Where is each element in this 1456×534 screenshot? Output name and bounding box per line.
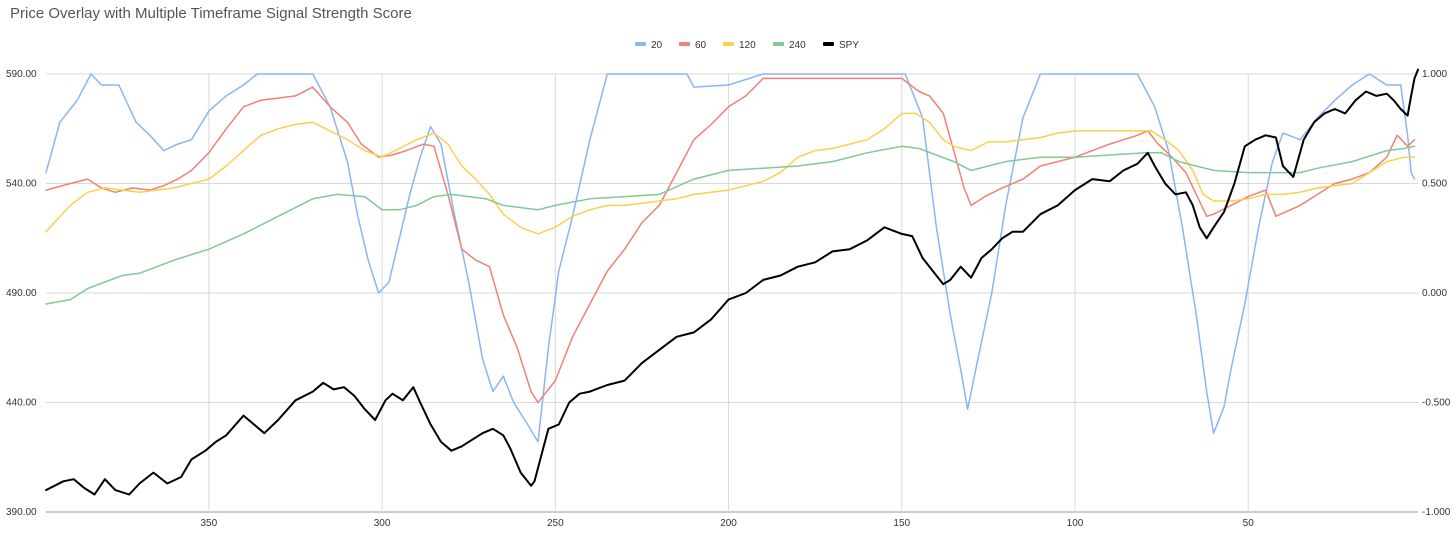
legend-swatch: [823, 42, 834, 46]
x-tick-label: 100: [1067, 518, 1084, 529]
x-tick-label: 300: [374, 518, 391, 529]
y-left-tick-label: 590.00: [6, 69, 37, 80]
series-line-120: [45, 112, 1416, 235]
y-left-tick-label: 440.00: [6, 398, 37, 409]
x-tick-label: 350: [200, 518, 217, 529]
legend-swatch: [679, 42, 690, 46]
legend-label: 20: [651, 40, 663, 51]
legend-label: SPY: [839, 40, 859, 51]
legend-swatch: [635, 42, 646, 46]
axis-labels: 590.00 540.00 490.00 440.00 390.00 1.000 0.500…: [6, 69, 1451, 529]
series-line-20: [45, 73, 1416, 443]
y-right-tick-label: -1.000: [1422, 507, 1451, 518]
x-tick-label: 250: [547, 518, 564, 529]
x-tick-label: 50: [1243, 518, 1255, 529]
legend: 20 60 120 240 SPY: [635, 40, 859, 51]
gridlines: [46, 73, 1418, 513]
series-lines: [45, 68, 1419, 496]
series-line-spy: [45, 68, 1419, 496]
y-right-tick-label: 0.500: [1422, 179, 1447, 190]
legend-swatch: [723, 42, 734, 46]
y-right-tick-label: 0.000: [1422, 288, 1447, 299]
y-left-tick-label: 390.00: [6, 507, 37, 518]
legend-label: 60: [695, 40, 707, 51]
y-left-tick-label: 540.00: [6, 179, 37, 190]
x-tick-label: 150: [893, 518, 910, 529]
legend-label: 240: [789, 40, 806, 51]
y-right-tick-label: -0.500: [1422, 398, 1451, 409]
y-left-tick-label: 490.00: [6, 288, 37, 299]
series-line-60: [45, 77, 1416, 404]
x-tick-label: 200: [720, 518, 737, 529]
y-right-tick-label: 1.000: [1422, 69, 1447, 80]
legend-swatch: [773, 42, 784, 46]
legend-label: 120: [739, 40, 756, 51]
series-line-240: [45, 145, 1416, 305]
chart-title: Price Overlay with Multiple Timeframe Si…: [10, 5, 412, 22]
